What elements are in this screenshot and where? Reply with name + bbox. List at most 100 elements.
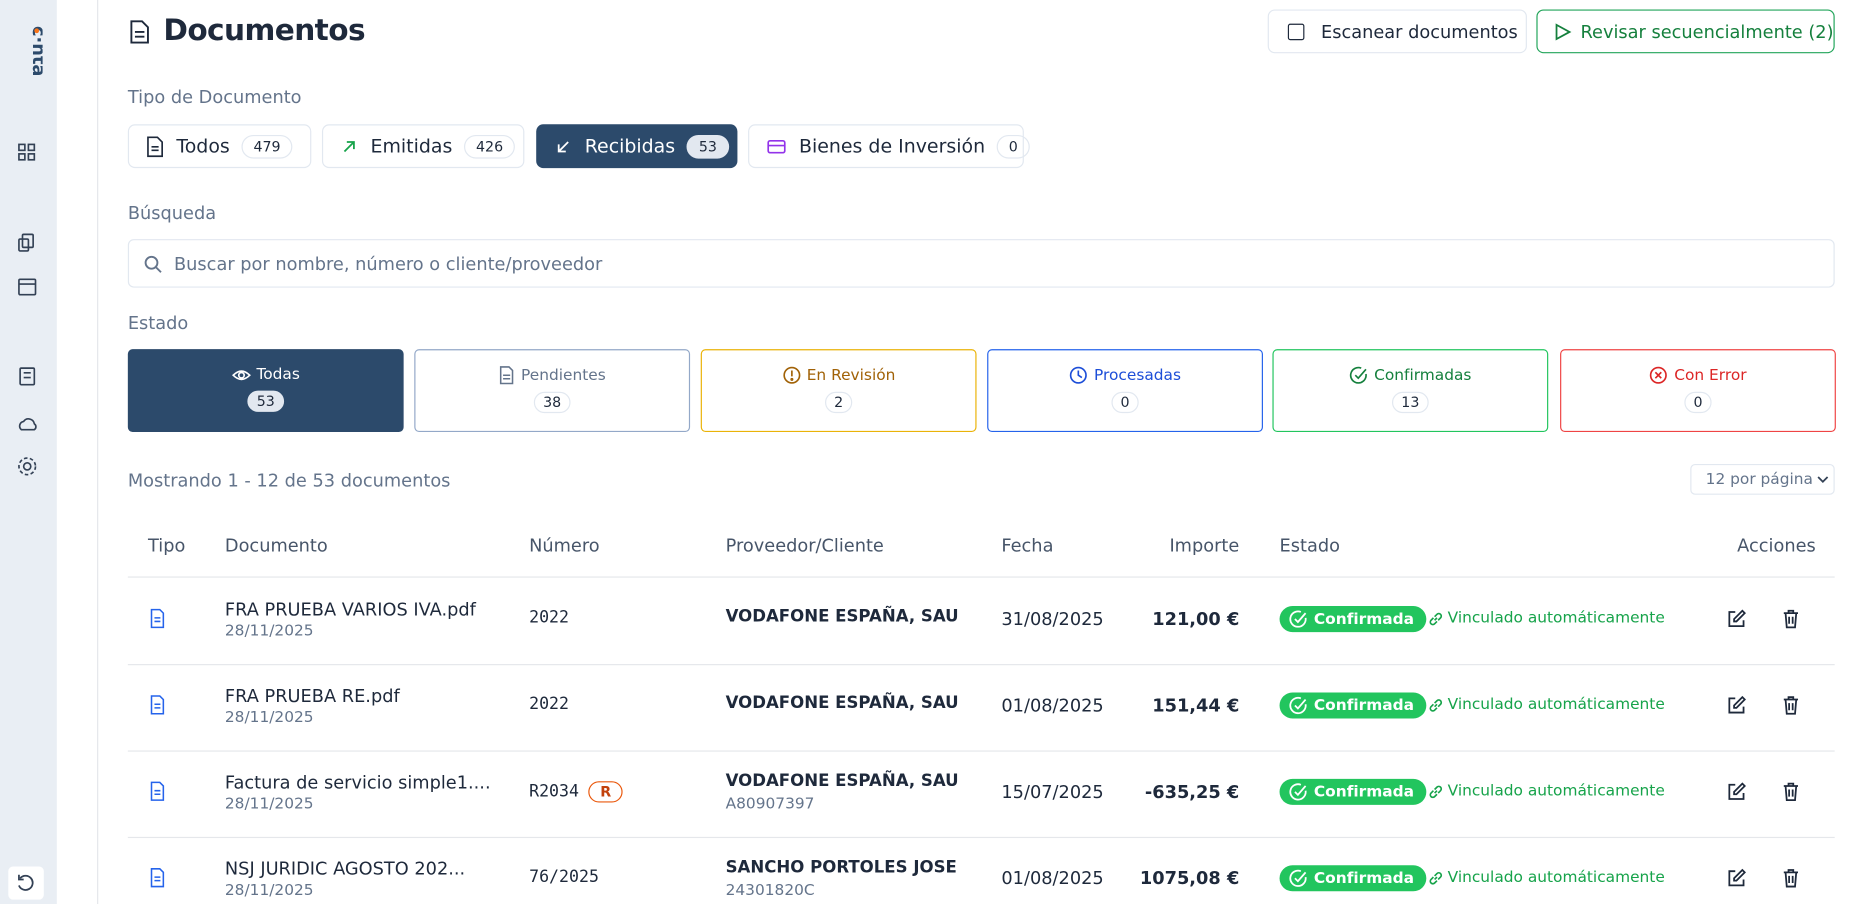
card-count-wrap: 13 xyxy=(1274,385,1547,414)
status-icon xyxy=(782,366,801,385)
link-icon xyxy=(1428,610,1445,627)
tab-icon xyxy=(554,137,573,156)
link-icon xyxy=(1428,697,1445,714)
document-name-sub: 28/11/2025 xyxy=(224,795,314,814)
tab-label: Emitidas xyxy=(370,134,453,158)
review-button[interactable]: Revisar secuencialmente (2) xyxy=(1536,9,1835,54)
card-label: Confirmadas xyxy=(1374,366,1472,385)
play-icon xyxy=(1555,22,1572,40)
status-badge: Confirmada xyxy=(1279,606,1426,633)
file-icon xyxy=(149,695,166,715)
link-text: Vinculado automáticamente xyxy=(1447,868,1665,887)
delete-button[interactable] xyxy=(1781,695,1800,716)
divider xyxy=(97,0,99,904)
status-card[interactable]: Pendientes 38 xyxy=(414,349,691,433)
status-card[interactable]: En Revisión 2 xyxy=(700,349,977,433)
table-row[interactable]: FRA PRUEBA VARIOS IVA.pdf 28/11/2025 2022 V… xyxy=(127,578,1835,666)
delete-button[interactable] xyxy=(1781,868,1800,889)
scan-button[interactable]: Escanear documentos xyxy=(1267,9,1527,54)
search-input[interactable]: Buscar por nombre, número o cliente/prov… xyxy=(127,239,1835,288)
party-name: VODAFONE ESPAÑA, SAU xyxy=(725,771,959,791)
card-count-wrap: 53 xyxy=(129,384,402,412)
type-tab[interactable]: Bienes de Inversión 0 xyxy=(748,124,1030,169)
status-icon xyxy=(231,366,251,383)
delete-button[interactable] xyxy=(1781,781,1800,802)
document-number: R2034 R xyxy=(529,781,624,803)
card-label: En Revisión xyxy=(806,366,896,385)
table-row[interactable]: FRA PRUEBA RE.pdf 28/11/2025 2022 VODAFONE … xyxy=(127,664,1835,752)
card-count: 53 xyxy=(247,390,285,412)
number-text: 2022 xyxy=(529,608,570,628)
document-name: Factura de servicio simple1.... xyxy=(224,771,491,794)
table-row[interactable]: NSJ JURIDIC AGOSTO 202... 28/11/2025 76/20… xyxy=(128,837,1835,904)
document-name: FRA PRUEBA VARIOS IVA.pdf xyxy=(224,598,476,621)
summary: Mostrando 1 - 12 de 53 documentos xyxy=(127,469,451,492)
document-name: NSJ JURIDIC AGOSTO 202... xyxy=(224,858,466,880)
type-tab[interactable]: Todos 479 xyxy=(127,124,312,169)
status-card[interactable]: Confirmadas 13 xyxy=(1272,349,1549,433)
tab-count: 53 xyxy=(686,134,729,159)
status-badge: Confirmada xyxy=(1279,865,1426,892)
card-label: Pendientes xyxy=(521,366,606,385)
title-icon xyxy=(130,20,149,44)
check-icon xyxy=(1289,869,1308,888)
card-label: Con Error xyxy=(1674,366,1747,385)
tab-icon xyxy=(340,137,359,156)
edit-button[interactable] xyxy=(1726,781,1747,802)
link-text: Vinculado automáticamente xyxy=(1447,695,1665,714)
status-badge: Confirmada xyxy=(1279,692,1426,719)
status-card[interactable]: Todas 53 xyxy=(127,349,404,433)
card-count-wrap: 0 xyxy=(1561,385,1834,414)
date: 31/08/2025 xyxy=(1001,608,1104,630)
link-icon xyxy=(1428,869,1445,886)
status-text: Confirmada xyxy=(1313,696,1415,715)
document-name: FRA PRUEBA RE.pdf xyxy=(224,685,400,707)
card-title: Procesadas xyxy=(988,366,1261,385)
link-text: Vinculado automáticamente xyxy=(1447,782,1665,801)
tab-count: 0 xyxy=(996,134,1030,159)
card-label: Todas xyxy=(256,365,300,384)
status-card[interactable]: Procesadas 0 xyxy=(987,349,1263,433)
status-icon xyxy=(1649,366,1668,385)
file-icon xyxy=(149,868,166,888)
tab-count: 426 xyxy=(464,134,515,159)
status-card[interactable]: Con Error 0 xyxy=(1560,349,1836,433)
column-header: Número xyxy=(529,535,600,557)
button-label: Escanear documentos xyxy=(1320,20,1518,43)
number-text: 2022 xyxy=(529,694,570,714)
card-count: 0 xyxy=(1683,391,1712,414)
column-header: Acciones xyxy=(1737,535,1816,557)
column-header: Proveedor/Cliente xyxy=(725,535,884,557)
card-count: 38 xyxy=(533,391,571,414)
nav-icons[interactable] xyxy=(17,142,38,497)
svg-text:c·nta: c·nta xyxy=(28,26,42,76)
column-header: Estado xyxy=(1279,535,1341,557)
type-tab[interactable]: Emitidas 426 xyxy=(321,124,525,169)
card-title: Confirmadas xyxy=(1274,366,1547,385)
status-icon xyxy=(499,366,516,385)
page-title: Documentos xyxy=(163,13,365,48)
refresh-button[interactable] xyxy=(8,866,44,900)
tab-label: Todos xyxy=(176,134,230,158)
rectificativa-badge: R xyxy=(588,781,624,803)
edit-button[interactable] xyxy=(1726,608,1747,629)
party-name: VODAFONE ESPAÑA, SAU xyxy=(725,693,959,713)
section-label: Búsqueda xyxy=(127,202,217,224)
tab-label: Recibidas xyxy=(584,134,676,158)
column-header: Tipo xyxy=(147,535,186,557)
document-number: 2022 xyxy=(529,695,569,714)
table-row[interactable]: Factura de servicio simple1.... 28/11/202… xyxy=(127,750,1835,839)
status-text: Confirmada xyxy=(1313,869,1415,888)
card-count: 0 xyxy=(1111,391,1140,414)
status-icon xyxy=(1069,366,1088,385)
amount: 1075,08 € xyxy=(1139,867,1240,889)
edit-button[interactable] xyxy=(1726,868,1747,889)
status-badge: Confirmada xyxy=(1279,778,1426,805)
date: 01/08/2025 xyxy=(1001,867,1104,889)
page-size-select[interactable]: 12 por página xyxy=(1690,463,1835,495)
number-text: R2034 xyxy=(529,782,579,802)
edit-button[interactable] xyxy=(1726,695,1747,716)
type-tab[interactable]: Recibidas 53 xyxy=(536,124,738,169)
delete-button[interactable] xyxy=(1781,608,1800,629)
